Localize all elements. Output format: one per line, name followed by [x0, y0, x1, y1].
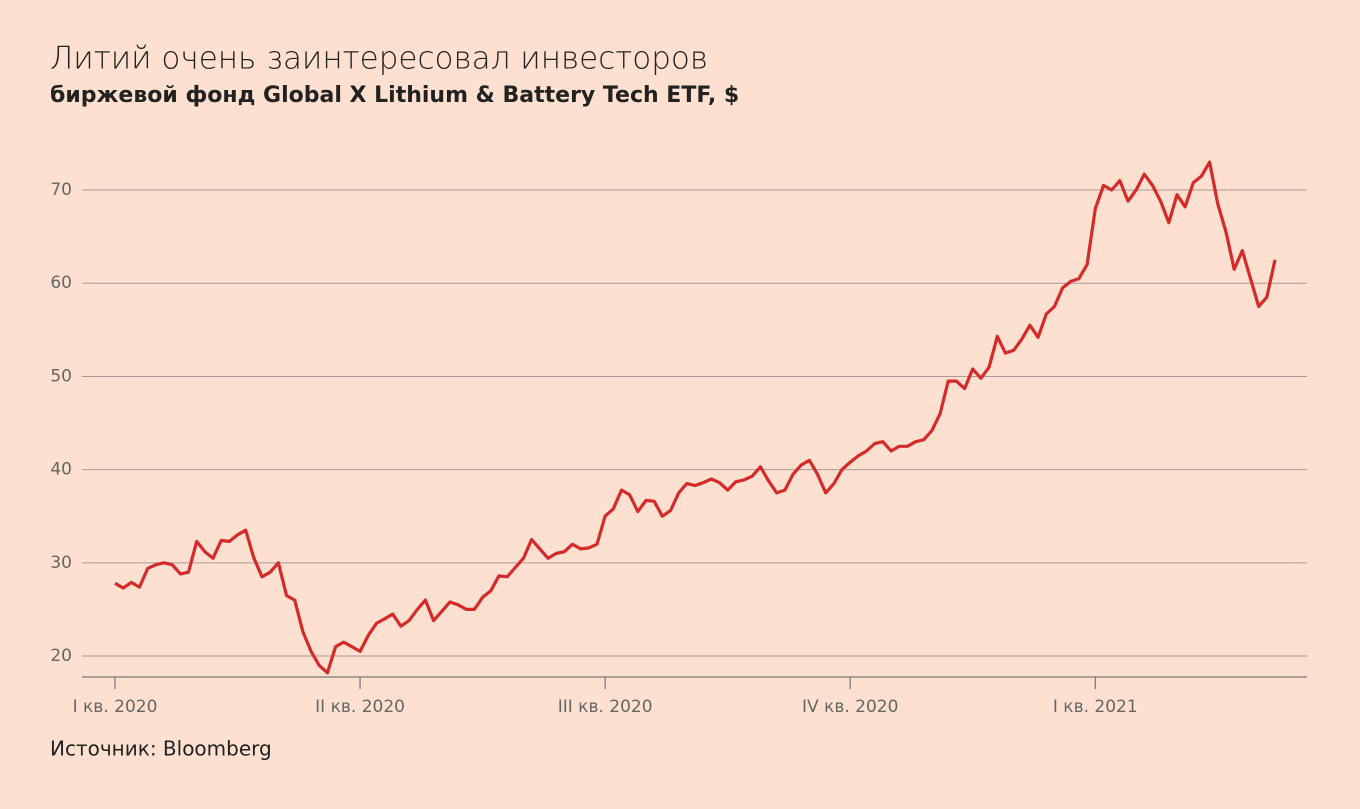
x-tick-label: II кв. 2020: [315, 697, 405, 717]
price-line: [114, 160, 1277, 675]
y-tick-label: 70: [50, 180, 72, 200]
x-tick-label: I кв. 2020: [73, 697, 158, 717]
y-tick-label: 60: [50, 273, 72, 293]
chart-subtitle: биржевой фонд Global X Lithium & Battery…: [50, 83, 739, 108]
source: Источник: Bloomberg: [50, 737, 272, 761]
y-tick-label: 20: [50, 646, 72, 666]
chart-title: Литий очень заинтересовал инвесторов: [50, 41, 708, 77]
y-tick-label: 30: [50, 553, 72, 573]
x-tick-label: III кв. 2020: [558, 697, 653, 717]
y-tick-label: 50: [50, 366, 72, 386]
y-tick-label: 40: [50, 460, 72, 480]
x-tick-label: IV кв. 2020: [802, 697, 898, 717]
x-tick-label: I кв. 2021: [1053, 697, 1138, 717]
